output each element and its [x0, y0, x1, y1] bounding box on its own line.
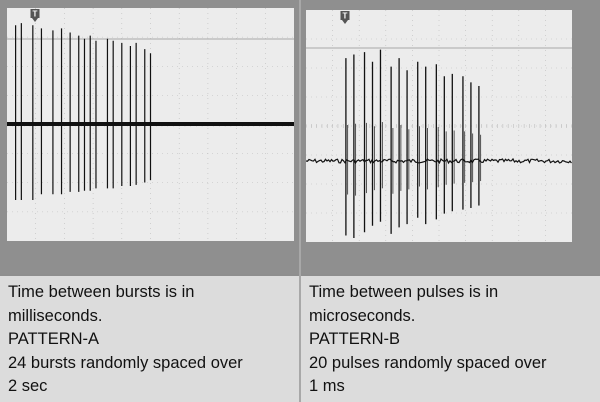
- pattern-title: PATTERN-B: [309, 330, 401, 348]
- scope-display-a: T: [7, 8, 294, 241]
- trigger-marker-pointer: [32, 18, 38, 22]
- caption-line: 20 pulses randomly spaced over: [309, 353, 547, 372]
- caption-line: Time between pulses is in: [309, 283, 499, 301]
- caption-pattern-a: Time between bursts is in milliseconds. …: [0, 276, 299, 402]
- trigger-marker-label: T: [33, 10, 38, 19]
- caption-line: 1 ms: [309, 377, 345, 395]
- event-group: [345, 49, 482, 238]
- event-group: [15, 23, 152, 201]
- trigger-marker-label: T: [343, 12, 348, 21]
- scope-display-b: T: [306, 10, 572, 242]
- scope-frame-b: T: [301, 0, 600, 274]
- trigger-marker-box: [340, 11, 350, 20]
- graticule: [306, 10, 572, 242]
- pattern-title: PATTERN-A: [8, 330, 100, 348]
- trigger-marker: T: [30, 9, 40, 22]
- trigger-marker-box: [30, 9, 40, 18]
- scope-frame-a: T: [0, 0, 299, 274]
- panel-pattern-a: T Time between bursts is in milliseconds…: [0, 0, 299, 402]
- caption-pattern-b: Time between pulses is in microseconds. …: [301, 276, 600, 402]
- caption-line: milliseconds.: [8, 306, 103, 325]
- caption-line: microseconds.: [309, 306, 416, 325]
- panel-pattern-b: T Time between pulses is in microseconds…: [301, 0, 600, 402]
- trigger-marker: T: [340, 11, 350, 24]
- caption-line: Time between bursts is in: [8, 283, 195, 301]
- caption-line: 2 sec: [8, 377, 48, 395]
- caption-line: 24 bursts randomly spaced over: [8, 353, 243, 372]
- trigger-marker-pointer: [342, 20, 348, 24]
- baseline-trace: [306, 157, 572, 165]
